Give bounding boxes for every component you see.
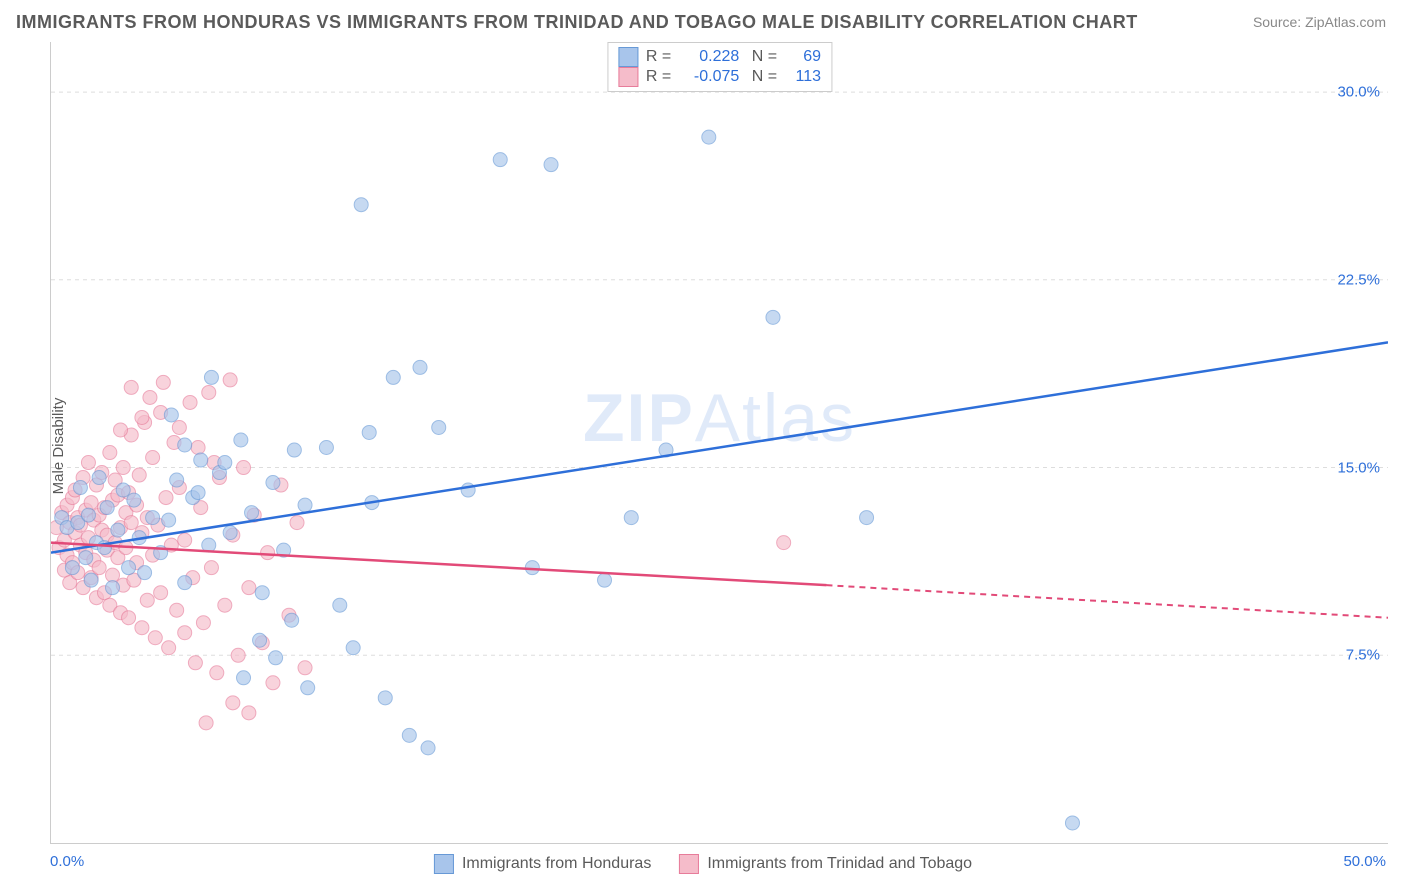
stats-row-trinidad: R = -0.075 N = 113 — [618, 67, 821, 87]
x-tick-max: 50.0% — [1343, 853, 1386, 870]
r-label: R = — [646, 48, 671, 66]
n-label: N = — [747, 48, 777, 66]
n-value-honduras: 69 — [785, 48, 821, 66]
legend-item-trinidad: Immigrants from Trinidad and Tobago — [679, 854, 972, 874]
swatch-trinidad — [679, 854, 699, 874]
r-value-honduras: 0.228 — [679, 48, 739, 66]
y-tick-label: 22.5% — [1337, 271, 1380, 288]
y-tick-label: 30.0% — [1337, 84, 1380, 101]
swatch-honduras — [618, 47, 638, 67]
legend-label-honduras: Immigrants from Honduras — [462, 855, 651, 873]
x-tick-min: 0.0% — [50, 853, 84, 870]
chart-title: IMMIGRANTS FROM HONDURAS VS IMMIGRANTS F… — [16, 12, 1138, 33]
swatch-honduras — [434, 854, 454, 874]
y-tick-label: 15.0% — [1337, 459, 1380, 476]
n-label: N = — [747, 68, 777, 86]
n-value-trinidad: 113 — [785, 68, 821, 86]
legend-item-honduras: Immigrants from Honduras — [434, 854, 651, 874]
r-value-trinidad: -0.075 — [679, 68, 739, 86]
stats-row-honduras: R = 0.228 N = 69 — [618, 47, 821, 67]
r-label: R = — [646, 68, 671, 86]
stats-legend: R = 0.228 N = 69 R = -0.075 N = 113 — [607, 42, 832, 92]
legend-label-trinidad: Immigrants from Trinidad and Tobago — [707, 855, 972, 873]
source-attribution: Source: ZipAtlas.com — [1253, 14, 1386, 30]
swatch-trinidad — [618, 67, 638, 87]
scatter-svg — [51, 42, 1388, 843]
y-tick-label: 7.5% — [1346, 647, 1380, 664]
plot-area: R = 0.228 N = 69 R = -0.075 N = 113 ZIPA… — [50, 42, 1388, 844]
bottom-legend: Immigrants from Honduras Immigrants from… — [434, 854, 972, 874]
